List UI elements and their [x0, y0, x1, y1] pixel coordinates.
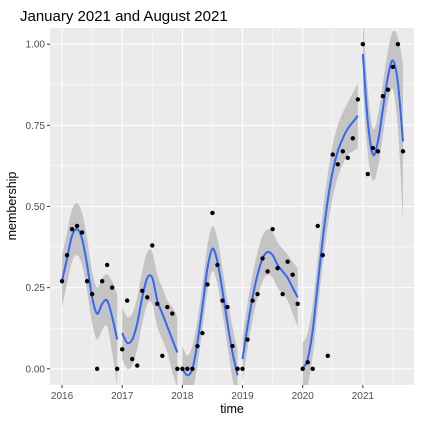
- data-point: [205, 282, 210, 287]
- data-point: [270, 227, 275, 232]
- smooth-line: [121, 274, 179, 353]
- data-point: [345, 155, 351, 161]
- data-point: [115, 366, 120, 371]
- data-point: [89, 291, 95, 297]
- data-point: [285, 259, 290, 264]
- data-point: [255, 291, 260, 297]
- x-tick-label: 2019: [231, 391, 254, 402]
- data-point: [335, 162, 340, 167]
- data-point: [220, 298, 225, 303]
- y-tick-label: 1.00: [26, 40, 46, 51]
- data-point: [225, 304, 230, 310]
- plot-area: [59, 28, 406, 385]
- data-point: [170, 311, 175, 316]
- data-point: [390, 64, 396, 70]
- data-point: [350, 136, 356, 141]
- y-tick-label: 0.50: [26, 202, 46, 213]
- data-point: [305, 360, 310, 365]
- data-point: [150, 243, 155, 248]
- data-point: [180, 366, 185, 371]
- data-point: [200, 330, 205, 336]
- data-point: [290, 272, 295, 277]
- data-point: [104, 262, 110, 268]
- y-tick-label: 0.25: [26, 283, 46, 294]
- data-point: [260, 256, 265, 261]
- data-point: [315, 223, 320, 229]
- data-point: [94, 366, 100, 371]
- data-point: [175, 366, 180, 371]
- data-point: [240, 366, 245, 371]
- data-point: [185, 366, 190, 371]
- data-point: [265, 269, 270, 274]
- x-tick-label: 2020: [292, 391, 315, 402]
- data-point: [124, 298, 130, 303]
- data-point: [385, 87, 391, 92]
- data-point: [210, 210, 215, 216]
- data-point: [355, 97, 361, 102]
- confidence-ribbon: [122, 249, 178, 385]
- data-point: [190, 366, 195, 371]
- data-point: [99, 278, 105, 284]
- smooth-line: [61, 228, 119, 340]
- confidence-ribbon: [242, 229, 298, 382]
- data-point: [64, 252, 70, 258]
- data-point: [74, 223, 80, 229]
- data-point: [380, 93, 386, 99]
- data-point: [84, 278, 90, 284]
- smooth-line: [301, 115, 359, 370]
- data-point: [295, 301, 300, 307]
- data-point: [245, 337, 250, 342]
- data-point: [360, 42, 366, 47]
- data-point: [320, 252, 325, 258]
- data-point: [310, 366, 315, 371]
- data-point: [325, 353, 330, 358]
- data-point: [79, 230, 85, 235]
- data-point: [275, 265, 280, 271]
- confidence-ribbon: [62, 203, 118, 385]
- data-point: [375, 149, 381, 154]
- y-tick-label: 0.00: [26, 364, 46, 375]
- x-axis-title: time: [220, 402, 244, 416]
- data-point: [395, 42, 401, 47]
- x-axis: 2016 2017 2018 2019 2020 2021: [51, 385, 375, 402]
- data-point: [370, 145, 376, 151]
- y-axis: 0.00 0.25 0.50 0.75 1.00: [26, 40, 50, 375]
- data-point: [145, 295, 150, 300]
- x-tick-label: 2018: [171, 391, 194, 402]
- data-point: [160, 353, 165, 358]
- data-point: [69, 227, 75, 232]
- confidence-ribbon: [362, 28, 403, 220]
- data-point: [365, 171, 371, 177]
- data-point: [135, 363, 140, 368]
- y-tick-label: 0.75: [26, 121, 46, 132]
- smooth-line: [361, 53, 404, 157]
- data-point: [230, 343, 235, 349]
- data-point: [340, 149, 346, 154]
- data-point: [215, 262, 220, 268]
- data-point: [109, 285, 115, 290]
- x-tick-label: 2016: [51, 391, 74, 402]
- data-point: [130, 356, 135, 362]
- data-point: [250, 298, 255, 303]
- data-point: [140, 288, 145, 294]
- data-point: [330, 152, 335, 157]
- confidence-ribbon: [302, 83, 358, 385]
- data-point: [165, 304, 170, 310]
- data-point: [59, 278, 65, 284]
- points-group: [59, 42, 406, 371]
- smooth-line-group: [61, 53, 404, 377]
- data-point: [280, 291, 285, 297]
- data-point: [155, 301, 160, 307]
- data-point: [235, 366, 240, 371]
- x-tick-label: 2021: [352, 391, 375, 402]
- chart-title: January 2021 and August 2021: [20, 8, 228, 25]
- x-tick-label: 2017: [111, 391, 134, 402]
- data-point: [300, 366, 305, 371]
- data-point: [195, 343, 200, 349]
- data-point: [400, 149, 406, 154]
- y-axis-title: membership: [5, 172, 19, 241]
- data-point: [119, 347, 125, 352]
